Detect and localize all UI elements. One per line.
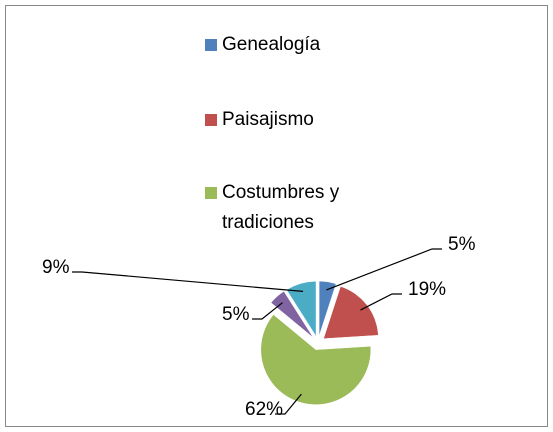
data-label: 62%: [245, 399, 283, 420]
leader-line: [275, 393, 302, 415]
leader-line: [360, 293, 402, 311]
legend-label: Paisajismo: [222, 109, 314, 130]
legend-label: Costumbres y tradiciones: [222, 182, 340, 233]
pie-slice: [323, 286, 379, 339]
data-label: 5%: [222, 304, 250, 325]
leader-line: [72, 271, 304, 292]
leader-line: [326, 248, 442, 291]
data-label: 9%: [42, 257, 70, 278]
legend-swatch: [205, 187, 217, 199]
legend-swatch: [205, 39, 217, 51]
leader-line: [252, 302, 283, 320]
pie-slice: [318, 280, 337, 337]
data-label: 19%: [408, 279, 446, 300]
pie-slice: [260, 314, 372, 405]
data-label: 5%: [448, 234, 476, 255]
legend-label: Genealogía: [222, 34, 321, 55]
legend-swatch: [205, 114, 217, 126]
